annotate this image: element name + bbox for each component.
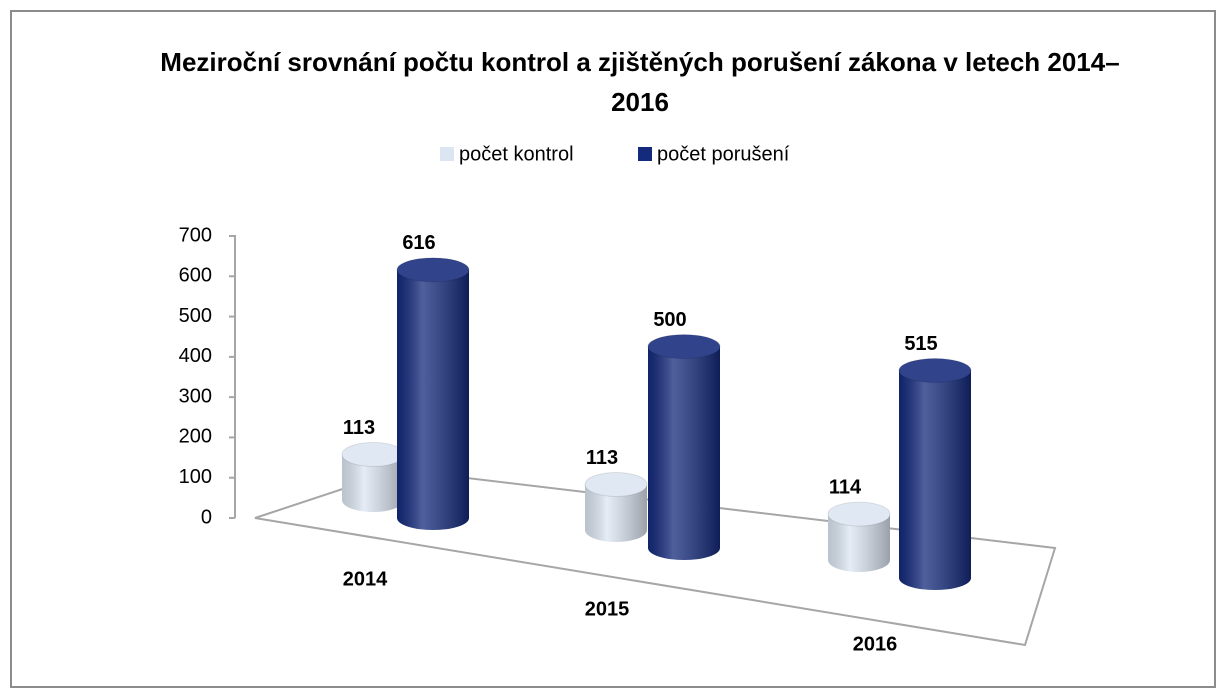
legend-swatch bbox=[638, 147, 652, 161]
y-tick-label: 400 bbox=[179, 345, 212, 367]
cylinder-top bbox=[342, 442, 404, 467]
cylinder-shade bbox=[585, 484, 647, 542]
cylinder-top-shade bbox=[898, 358, 972, 384]
legend-label: počet kontrol bbox=[459, 143, 574, 165]
y-tick-label: 700 bbox=[179, 224, 212, 246]
cylinder-top bbox=[585, 472, 647, 497]
data-label: 616 bbox=[402, 232, 435, 254]
data-label: 114 bbox=[829, 476, 862, 498]
y-tick-label: 0 bbox=[201, 506, 212, 528]
chart-title: Meziroční srovnání počtu kontrol a zjišt… bbox=[160, 47, 1120, 117]
legend-swatch bbox=[440, 147, 454, 161]
y-tick-label: 300 bbox=[179, 385, 212, 407]
cylinder-shade bbox=[899, 370, 971, 590]
cylinder-top bbox=[648, 334, 720, 359]
data-label: 500 bbox=[653, 309, 686, 331]
chart-frame bbox=[10, 10, 1216, 688]
cylinder-top-shade bbox=[584, 471, 648, 497]
cylinder-shade bbox=[397, 269, 469, 530]
cylinder-top bbox=[828, 502, 890, 527]
x-tick-label: 2014 bbox=[343, 568, 388, 590]
cylinder-top-shade bbox=[341, 441, 405, 467]
x-tick-label: 2016 bbox=[853, 633, 898, 655]
cylinder-top-shade bbox=[827, 501, 891, 527]
y-tick-label: 200 bbox=[179, 426, 212, 448]
x-tick-label: 2015 bbox=[585, 598, 630, 620]
data-label: 113 bbox=[586, 447, 618, 469]
y-tick-label: 600 bbox=[179, 265, 212, 287]
cylinder-top bbox=[397, 257, 469, 282]
data-label: 515 bbox=[904, 333, 937, 355]
y-tick-label: 500 bbox=[179, 305, 212, 327]
cylinder-top-shade bbox=[396, 257, 470, 283]
y-tick-label: 100 bbox=[179, 466, 212, 488]
cylinder-top-shade bbox=[647, 334, 721, 360]
cylinder-shade bbox=[648, 346, 720, 560]
cylinder-shade bbox=[342, 454, 404, 512]
cylinder-shade bbox=[828, 514, 890, 572]
legend-label: počet porušení bbox=[657, 143, 790, 165]
cylinder-top bbox=[899, 358, 971, 383]
data-label: 113 bbox=[343, 417, 375, 439]
